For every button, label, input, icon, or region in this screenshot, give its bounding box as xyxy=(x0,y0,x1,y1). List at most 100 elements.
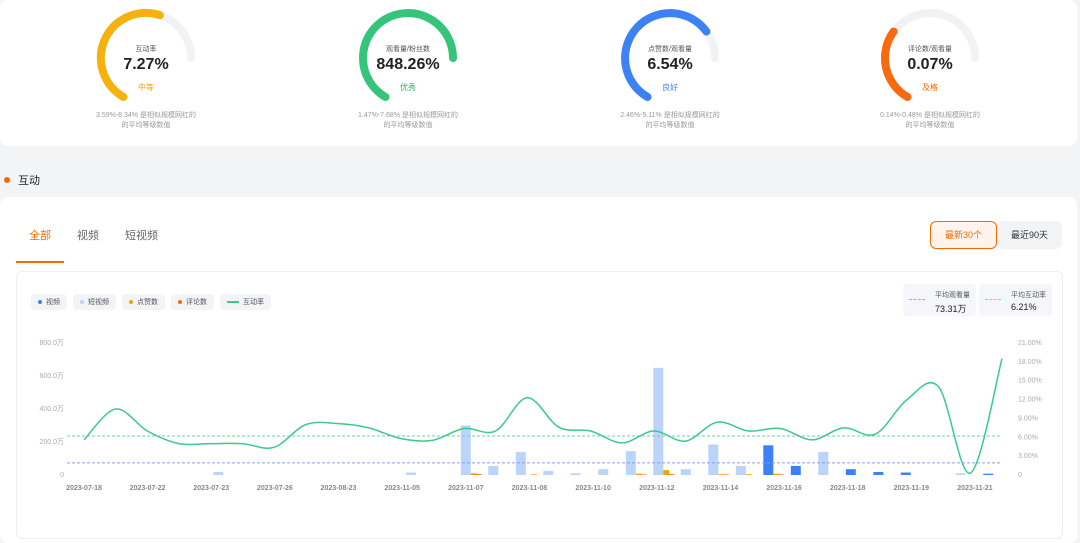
bar-short-video xyxy=(818,451,829,475)
bar-short-video xyxy=(680,469,691,475)
section-title-text: 互动 xyxy=(18,175,40,187)
legend-item[interactable]: 评论数 xyxy=(171,294,214,310)
gauge-label: 观看量/粉丝数 xyxy=(386,46,430,53)
bar-short-video xyxy=(213,472,224,475)
gauge-level: 中等 xyxy=(138,83,154,92)
bar-likes xyxy=(745,474,752,475)
y2-tick-label: 18.00% xyxy=(1018,359,1042,366)
metrics-card: 互动率 7.27% 中等 3.59%-8.34% 是相似规模网红的 的平均等级数值… xyxy=(0,0,1077,146)
bar-video xyxy=(900,472,911,475)
bar-short-video xyxy=(543,470,554,475)
x-tick-label: 2023-11-08 xyxy=(512,485,548,492)
bar-comments xyxy=(668,474,675,475)
y-tick-label: 0 xyxy=(60,472,64,479)
y-tick-label: 400.0万 xyxy=(39,405,64,413)
bar-short-video xyxy=(515,451,526,475)
gauge-label: 点赞数/观看量 xyxy=(648,46,692,53)
x-tick-label: 2023-07-18 xyxy=(66,485,102,492)
x-tick-label: 2023-11-18 xyxy=(830,485,866,492)
x-tick-label: 2023-07-26 xyxy=(257,485,293,492)
bar-comments xyxy=(530,474,537,475)
legend-item[interactable]: 点赞数 xyxy=(122,294,165,310)
metric-gauge: 观看量/粉丝数 848.26% 优秀 1.47%-7.68% 是相似规模网红的的… xyxy=(358,8,468,138)
metric-gauge: 点赞数/观看量 6.54% 良好 2.46%-5.11% 是相似规模网红的 的平均… xyxy=(620,8,730,138)
bar-short-video xyxy=(955,473,966,475)
bar-likes xyxy=(773,473,780,475)
legend-item[interactable]: 互动率 xyxy=(220,294,271,310)
legend-dot-icon xyxy=(38,300,42,304)
legend-dot-icon xyxy=(129,300,133,304)
interaction-rate-line xyxy=(83,358,1003,474)
x-tick-label: 2023-11-12 xyxy=(639,485,675,492)
gauge-level: 良好 xyxy=(662,83,678,92)
avg-views-value: 73.31万 xyxy=(935,304,967,314)
x-tick-label: 2023-11-07 xyxy=(448,485,484,492)
bar-video xyxy=(873,472,884,475)
bar-short-video xyxy=(488,465,499,475)
y2-tick-label: 12.00% xyxy=(1018,397,1042,404)
bar-short-video xyxy=(708,444,719,475)
bar-short-video xyxy=(653,367,664,476)
bar-comments xyxy=(640,474,647,475)
avg-views-dash-icon xyxy=(909,299,925,300)
bar-short-video xyxy=(405,472,416,475)
bar-video xyxy=(845,469,856,475)
tab-all[interactable]: 全部 xyxy=(16,227,64,263)
bar-short-video xyxy=(460,425,471,475)
gauge-description: 0.14%-0.48% 是相似规模网红的 的平均等级数值 xyxy=(880,112,980,129)
gauge-arc xyxy=(880,9,979,101)
x-tick-label: 2023-11-16 xyxy=(766,485,802,492)
avg-views-label: 平均观看量 xyxy=(935,292,970,299)
bar-short-video xyxy=(625,451,636,475)
bar-video xyxy=(763,445,774,475)
section-title: 互动 xyxy=(4,172,40,188)
legend-label: 短视频 xyxy=(88,299,109,306)
recent-90-days-button[interactable]: 最近90天 xyxy=(996,221,1062,249)
tab-short-video[interactable]: 短视频 xyxy=(125,230,158,242)
y-tick-label: 200.0万 xyxy=(39,438,64,446)
bar-short-video xyxy=(735,465,746,475)
gauge-label: 评论数/观看量 xyxy=(908,46,952,53)
avg-rate-value: 6.21% xyxy=(1011,302,1037,312)
bar-comments xyxy=(475,474,482,475)
x-tick-label: 2023-08-23 xyxy=(321,485,357,492)
x-tick-label: 2023-07-22 xyxy=(130,485,166,492)
range-selector: 最新30个 最近90天 xyxy=(929,221,1062,249)
y2-tick-label: 15.00% xyxy=(1018,378,1042,385)
metric-gauge: 评论数/观看量 0.07% 及格 0.14%-0.48% 是相似规模网红的 的平均… xyxy=(880,8,990,138)
recent-30-button[interactable]: 最新30个 xyxy=(929,221,997,249)
tab-bar: 全部 视频 短视频 xyxy=(16,227,171,263)
gauge-description: 3.59%-8.34% 是相似规模网红的 的平均等级数值 xyxy=(96,112,196,129)
interaction-chart: 0 200.0万 400.0万 600.0万 800.0万 0 3.00% 6.00% 9.00… xyxy=(39,339,1042,492)
legend-item[interactable]: 短视频 xyxy=(73,294,116,310)
interaction-card: 全部 视频 短视频 最新30个 最近90天 0 200.0万 400.0万 600.0… xyxy=(0,197,1077,543)
y2-tick-label: 9.00% xyxy=(1018,415,1038,422)
x-tick-label: 2023-11-19 xyxy=(894,485,930,492)
gauge-arc xyxy=(96,9,195,101)
avg-rate-label: 平均互动率 xyxy=(1011,292,1046,299)
bar-video xyxy=(983,473,994,475)
avg-rate-box: 平均互动率 6.21% xyxy=(979,284,1052,316)
y2-tick-label: 21.00% xyxy=(1018,340,1042,347)
section-dot-icon xyxy=(4,177,10,183)
y2-tick-label: 3.00% xyxy=(1018,453,1038,460)
legend-label: 点赞数 xyxy=(137,299,158,306)
metric-gauge: 互动率 7.27% 中等 3.59%-8.34% 是相似规模网红的 的平均等级数值 xyxy=(96,8,206,138)
x-tick-label: 2023-11-05 xyxy=(385,485,421,492)
gauge-level: 优秀 xyxy=(400,83,416,92)
legend-item[interactable]: 视频 xyxy=(31,294,67,310)
gauge-description: 2.46%-5.11% 是相似规模网红的 的平均等级数值 xyxy=(620,112,720,129)
x-tick-label: 2023-11-21 xyxy=(957,485,993,492)
avg-rate-dash-icon xyxy=(985,299,1001,300)
y2-tick-label: 6.00% xyxy=(1018,434,1038,441)
tab-video[interactable]: 视频 xyxy=(77,230,99,242)
y-tick-label: 800.0万 xyxy=(39,339,64,347)
gauge-label: 互动率 xyxy=(135,46,157,53)
gauge-value: 848.26% xyxy=(376,56,440,73)
x-tick-label: 2023-11-14 xyxy=(703,485,739,492)
legend-label: 视频 xyxy=(46,299,60,306)
bar-likes xyxy=(663,470,670,475)
chart-container: 0 200.0万 400.0万 600.0万 800.0万 0 3.00% 6.00% 9.00… xyxy=(16,271,1063,539)
gauge-value: 7.27% xyxy=(123,56,169,73)
bar-video xyxy=(790,465,801,475)
